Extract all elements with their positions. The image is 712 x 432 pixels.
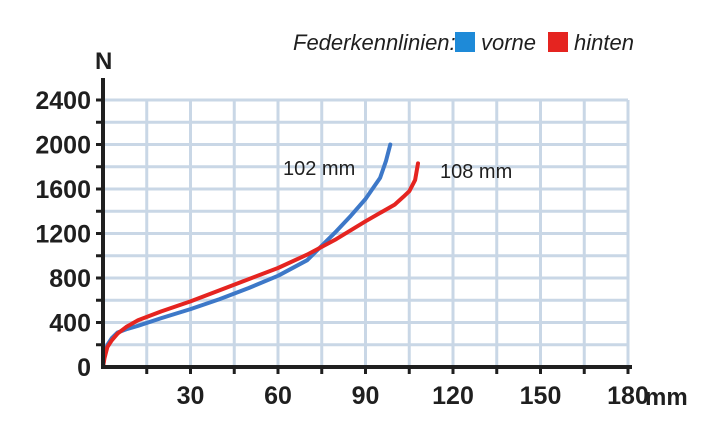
y-tick-label: 2400 (35, 87, 91, 115)
annotation-vorne: 102 mm (283, 158, 355, 180)
legend-swatch-vorne (455, 32, 475, 52)
legend-swatch-hinten (548, 32, 568, 52)
x-tick-label: 60 (264, 382, 292, 410)
y-axis-unit-label: N (95, 48, 112, 75)
y-tick-label: 1200 (35, 221, 91, 249)
y-tick-label: 2000 (35, 132, 91, 160)
x-tick-label: 120 (432, 382, 474, 410)
y-tick-label: 800 (49, 265, 91, 293)
y-tick-label: 400 (49, 310, 91, 338)
x-axis-unit-label: mm (645, 384, 688, 411)
legend-label-hinten: hinten (574, 30, 634, 55)
x-tick-label: 90 (352, 382, 380, 410)
axes (96, 78, 632, 374)
legend-label-vorne: vorne (481, 30, 536, 55)
y-tick-labels: 0 400 800 1200 1600 2000 2400 (35, 87, 91, 382)
series-line-hinten (101, 161, 420, 369)
legend: Federkennlinien: vorne hinten (293, 30, 634, 55)
grid (103, 98, 630, 367)
x-tick-label: 150 (520, 382, 562, 410)
x-tick-label: 180 (607, 382, 649, 410)
x-tick-labels: 30 60 90 120 150 180 (177, 382, 649, 410)
series-lines (101, 142, 420, 369)
y-tick-label: 0 (77, 354, 91, 382)
y-tick-label: 1600 (35, 176, 91, 204)
x-tick-label: 30 (177, 382, 205, 410)
legend-title: Federkennlinien: (293, 30, 456, 55)
annotation-hinten: 108 mm (440, 161, 512, 183)
